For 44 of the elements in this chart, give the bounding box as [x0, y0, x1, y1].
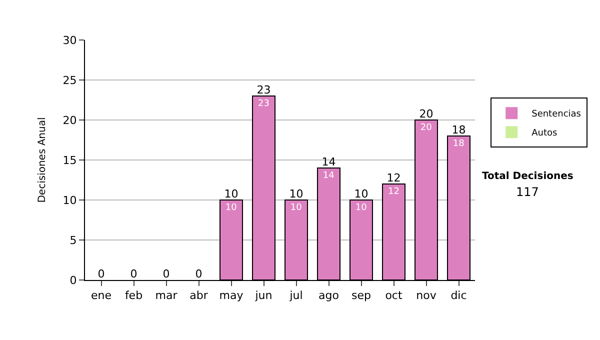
data-label: 10	[290, 203, 302, 213]
x-tick-label: feb	[124, 289, 143, 302]
x-tick-label: mar	[155, 289, 178, 302]
total-label: 23	[256, 83, 271, 96]
text: 117	[516, 185, 539, 199]
data-label: 23	[258, 99, 270, 109]
x-tick-label: jul	[288, 289, 303, 302]
text: Total Decisiones	[482, 171, 574, 182]
y-tick-label: 0	[70, 274, 77, 287]
total-label: 10	[224, 187, 238, 200]
data-label: 12	[388, 187, 400, 197]
legend-label: Sentencias	[532, 110, 582, 120]
x-tick-label: ago	[318, 289, 340, 302]
y-tick-label: 25	[62, 74, 77, 87]
x-tick-label: sep	[352, 289, 372, 302]
x-tick-label: oct	[385, 289, 403, 302]
x-tick-label: dic	[450, 289, 467, 302]
total-label: 18	[452, 123, 466, 136]
legend-label: Autos	[532, 128, 558, 139]
total-label: 0	[162, 267, 170, 280]
total-label: 14	[322, 155, 336, 168]
total-label: 0	[130, 267, 138, 280]
x-tick-label: abr	[190, 289, 208, 302]
y-tick-label: 15	[62, 154, 77, 167]
y-tick-label: 10	[62, 194, 77, 207]
x-tick-label: jun	[254, 289, 272, 302]
total-label: 12	[386, 171, 401, 184]
data-label: 10	[355, 203, 368, 213]
y-tick-label: 30	[62, 34, 77, 47]
x-tick-label: ene	[90, 289, 112, 302]
data-label: 10	[225, 203, 238, 213]
total-label: 10	[289, 187, 304, 200]
total-label: 0	[98, 267, 105, 280]
total-label: 10	[354, 187, 368, 200]
data-label: 20	[420, 123, 432, 133]
total-label: 0	[195, 267, 202, 280]
data-label: 18	[452, 139, 465, 149]
x-tick-label: may	[219, 289, 244, 302]
y-tick-label: 20	[62, 114, 77, 127]
y-axis-title: Decisiones Anual	[36, 117, 48, 203]
total-label: 20	[419, 107, 434, 120]
data-label: 14	[322, 171, 335, 181]
y-tick-label: 5	[70, 234, 77, 247]
x-tick-label: nov	[416, 289, 437, 302]
